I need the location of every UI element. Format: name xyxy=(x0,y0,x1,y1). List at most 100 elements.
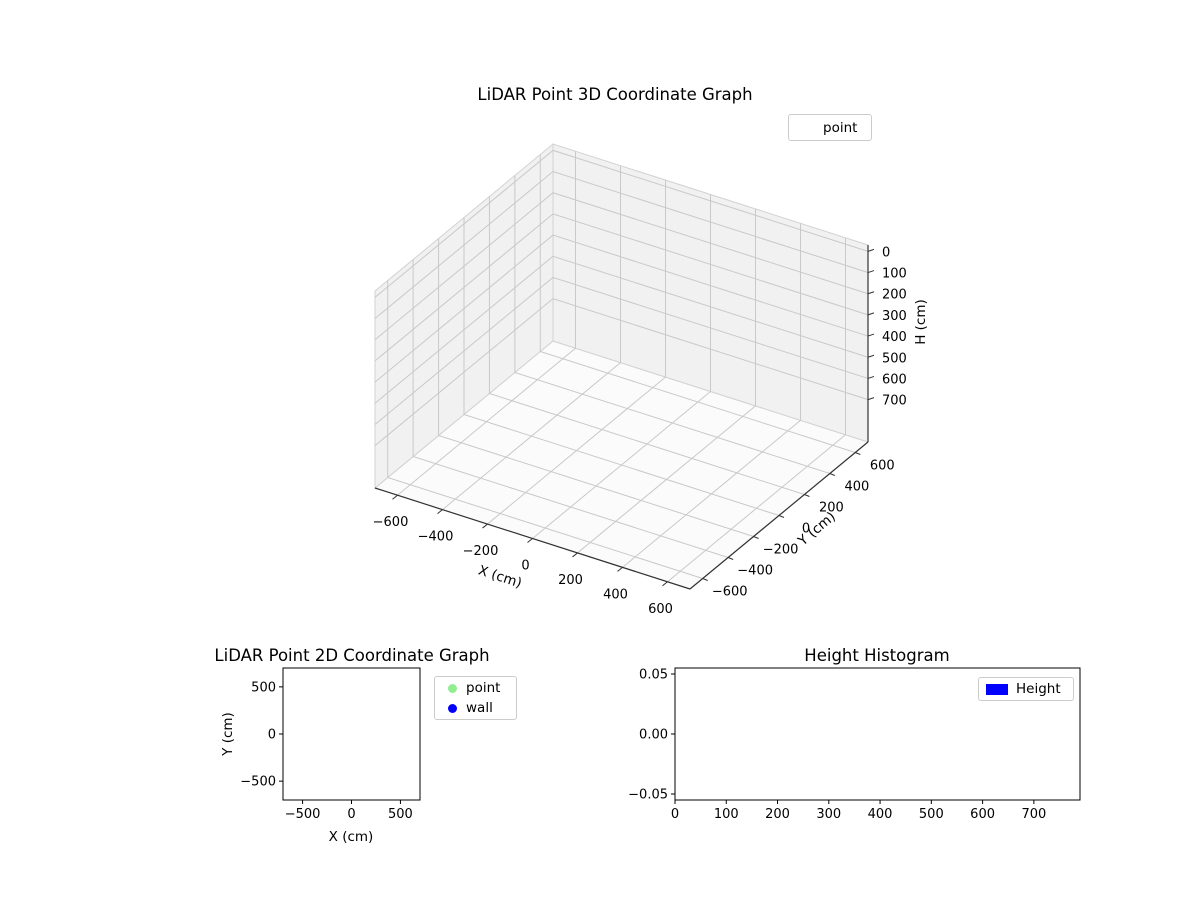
z-tick xyxy=(867,291,875,295)
x-tick xyxy=(482,523,488,529)
histogram-x-tick-label: 600 xyxy=(970,807,995,822)
grid-line-x xyxy=(487,180,666,525)
plot2d-title: LiDAR Point 2D Coordinate Graph xyxy=(214,646,490,665)
plot2d-x-axis-label: X (cm) xyxy=(328,829,374,845)
z-tick-label: 200 xyxy=(882,288,907,303)
y-tick xyxy=(727,557,734,560)
grid-line-z xyxy=(374,192,869,341)
y-tick xyxy=(778,515,785,518)
z-tick-label: 0 xyxy=(882,245,890,260)
x-tick-label: −600 xyxy=(373,515,409,530)
y-tick xyxy=(855,452,861,455)
legend-label-point: point xyxy=(823,119,858,136)
legend-row-point: point xyxy=(442,678,516,698)
y-tick-label: −400 xyxy=(737,564,773,579)
x-tick-label: 0 xyxy=(521,559,529,574)
histogram-x-tick-label: 400 xyxy=(868,807,893,822)
z-tick xyxy=(867,248,875,252)
y-tick-label: 400 xyxy=(844,480,869,495)
x-tick-label: 400 xyxy=(603,587,628,602)
legend-label-point: point xyxy=(466,680,501,696)
grid-line-y xyxy=(463,217,780,516)
legend-label-height: Height xyxy=(1016,681,1061,697)
z-tick-label: 700 xyxy=(882,394,907,409)
histogram-y-tick-label: 0.05 xyxy=(639,668,668,683)
grid-line-z xyxy=(374,276,869,425)
plot3d-legend: point xyxy=(788,114,872,141)
z-tick xyxy=(867,270,875,274)
x-tick xyxy=(662,581,668,587)
y-tick xyxy=(829,473,836,476)
histogram-y-tick-label: −0.05 xyxy=(628,788,668,803)
x-tick xyxy=(437,509,443,515)
histogram-legend: Height xyxy=(978,677,1074,701)
grid-line-y xyxy=(438,238,754,537)
grid-line-x xyxy=(577,208,756,554)
z-tick xyxy=(867,312,875,316)
z-tick xyxy=(867,333,875,337)
z-tick xyxy=(867,397,875,401)
height-swatch-icon xyxy=(986,683,1008,695)
y-tick xyxy=(804,494,810,497)
grid-line-y xyxy=(387,280,703,579)
plot3d-z-axis-label: H (cm) xyxy=(913,299,929,345)
grid-line-y xyxy=(488,196,805,495)
plot2d-x-tick-label: 500 xyxy=(388,807,413,822)
x-tick-label: 600 xyxy=(648,602,673,617)
grid-line-x xyxy=(532,194,711,539)
grid-line-z xyxy=(374,255,869,404)
grid-line-y xyxy=(412,259,729,558)
z-tick-label: 500 xyxy=(882,351,907,366)
grid-line-z xyxy=(374,149,869,298)
plot2d-y-tick-label: 0 xyxy=(268,728,276,743)
y-tick-label: −600 xyxy=(712,585,748,600)
z-tick-label: 400 xyxy=(882,330,907,345)
histogram-x-tick-label: 700 xyxy=(1021,807,1046,822)
histogram-x-tick-label: 100 xyxy=(714,807,739,822)
grid-line-z xyxy=(374,298,869,447)
grid-line-z xyxy=(374,170,869,319)
grid-line-x xyxy=(622,223,801,568)
histogram-y-tick-label: 0.00 xyxy=(639,728,668,743)
histogram-x-tick-label: 500 xyxy=(919,807,944,822)
x-tick xyxy=(617,566,623,572)
x-tick xyxy=(392,494,398,500)
z-tick xyxy=(867,354,875,358)
grid-line-z xyxy=(374,234,869,383)
histogram-x-tick-label: 300 xyxy=(816,807,841,822)
x-tick xyxy=(572,552,578,558)
grid-line-x xyxy=(667,237,846,583)
plot2d-frame xyxy=(282,667,421,801)
y-tick-label: 600 xyxy=(870,459,895,474)
grid-line-z xyxy=(374,213,869,362)
grid-line-y xyxy=(514,175,831,474)
x-tick-label: −200 xyxy=(463,544,499,559)
x-tick-label: −400 xyxy=(418,530,454,545)
grid-line-y xyxy=(539,154,856,453)
plot2d-legend: point wall xyxy=(434,676,517,720)
plot3d-title: LiDAR Point 3D Coordinate Graph xyxy=(477,85,753,104)
point-marker-handle xyxy=(797,122,823,134)
z-tick-label: 600 xyxy=(882,372,907,387)
z-tick-label: 300 xyxy=(882,309,907,324)
plot2d-y-tick-label: −500 xyxy=(240,775,276,790)
legend-label-wall: wall xyxy=(466,700,493,716)
plot2d-y-axis-label: Y (cm) xyxy=(220,712,236,756)
z-tick-label: 100 xyxy=(882,267,907,282)
y-tick xyxy=(753,536,759,539)
grid-line-x xyxy=(442,165,621,511)
legend-row-wall: wall xyxy=(442,698,516,718)
x-tick-label: 200 xyxy=(558,573,583,588)
y-tick-label: 200 xyxy=(819,501,844,516)
z-tick xyxy=(867,375,875,379)
y-tick-label: −200 xyxy=(763,543,799,558)
x-tick xyxy=(527,538,533,543)
plot2d-x-tick-label: 0 xyxy=(347,807,355,822)
histogram-x-tick-label: 200 xyxy=(765,807,790,822)
y-tick-label: 0 xyxy=(802,522,810,537)
point-marker-icon xyxy=(448,683,457,693)
wall-marker-icon xyxy=(448,703,457,713)
plot2d-x-tick-label: −500 xyxy=(285,807,321,822)
